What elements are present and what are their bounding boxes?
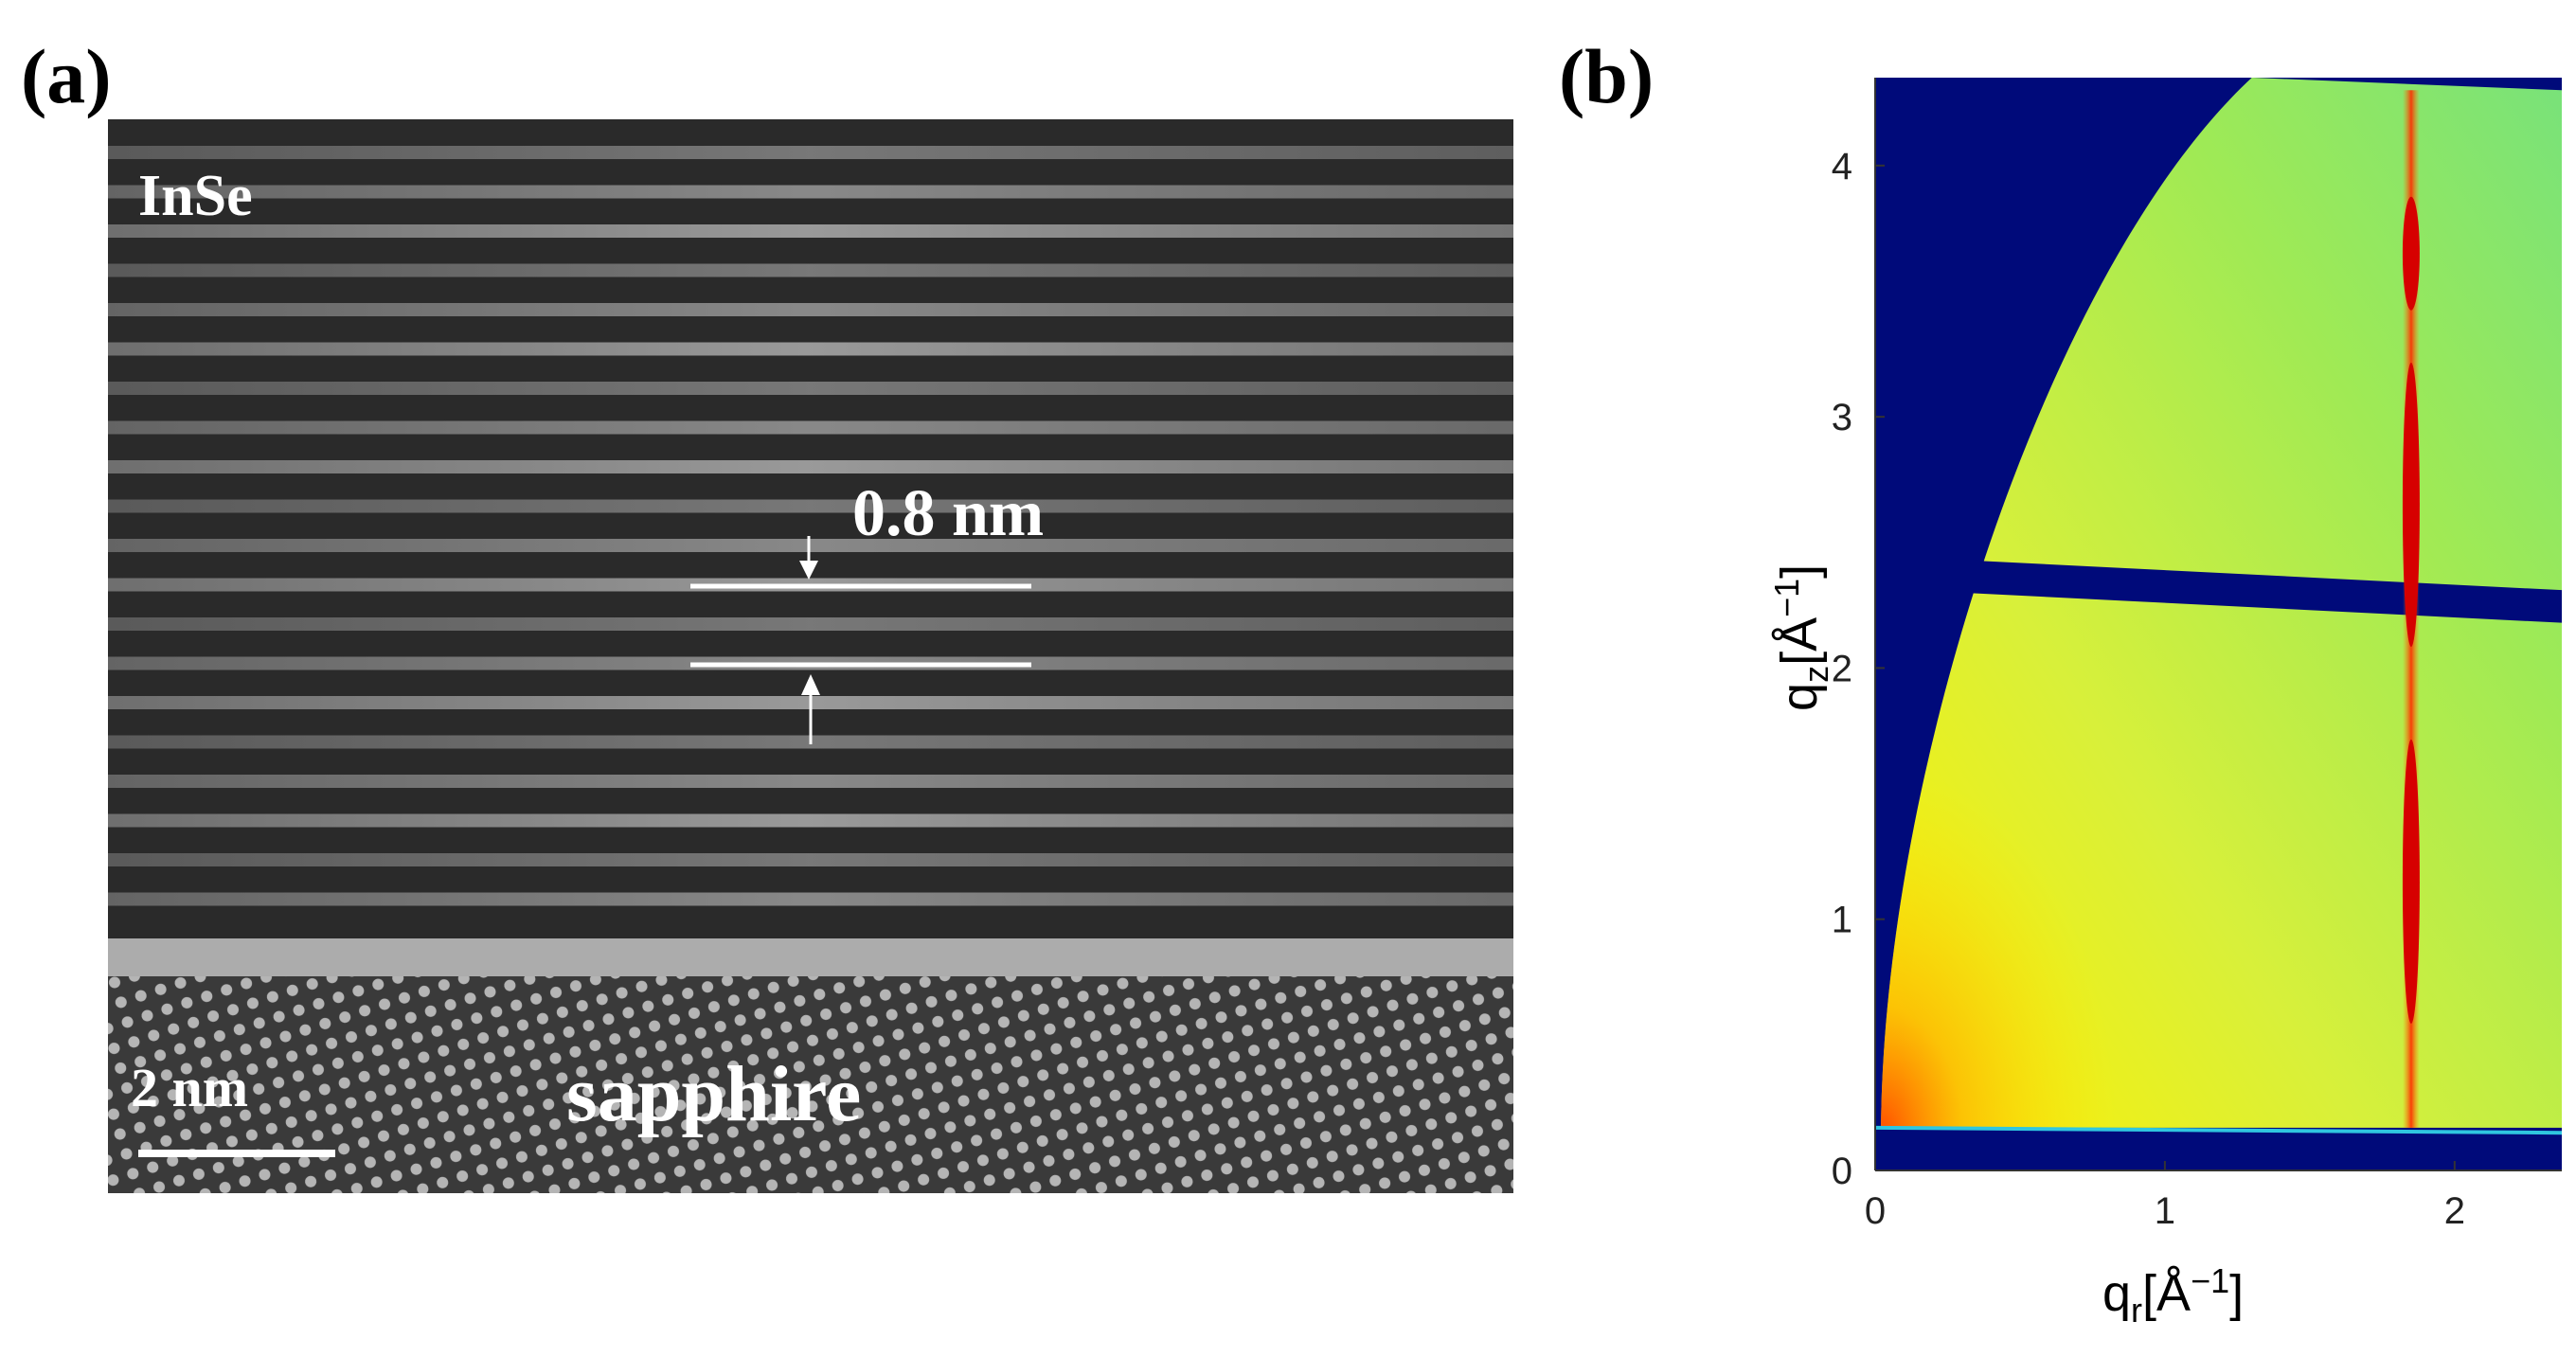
lattice-fringe (108, 420, 1513, 435)
panel-a-label: (a) (21, 33, 112, 119)
lattice-fringe (108, 263, 1513, 277)
x-tick-label: 0 (1865, 1190, 1886, 1232)
y-tick-label: 4 (1832, 146, 1852, 187)
lattice-fringe (108, 813, 1513, 828)
lattice-fringe (108, 617, 1513, 631)
lattice-fringe (108, 146, 1513, 159)
tem-image (108, 119, 1513, 1193)
bragg-peak (2402, 739, 2420, 1024)
lattice-fringe (108, 460, 1513, 473)
arrow-down-icon (799, 561, 818, 580)
scale-bar-label: 2 nm (131, 1057, 249, 1118)
y-tick-label: 3 (1832, 397, 1852, 438)
lattice-fringe (108, 185, 1513, 199)
bragg-peak (2402, 196, 2420, 311)
lattice-fringe (108, 775, 1513, 788)
x-tick-label: 1 (2155, 1190, 2175, 1232)
horizon-band (1875, 1127, 2562, 1170)
tem-micrograph: InSe 0.8 nm 2 nm sapphire (108, 119, 1513, 1193)
lattice-fringe (108, 342, 1513, 356)
lattice-fringes (108, 146, 1513, 906)
lattice-fringe (108, 224, 1513, 238)
lattice-fringe (108, 892, 1513, 906)
lattice-fringe (108, 853, 1513, 866)
arrow-up-icon (801, 674, 820, 695)
x-axis-label: qr[Å−1] (2102, 1261, 2245, 1330)
bragg-peak (2402, 362, 2420, 647)
lattice-fringe (108, 303, 1513, 316)
lattice-fringe (108, 539, 1513, 552)
panel-b-label: (b) (1559, 33, 1655, 119)
scale-bar (138, 1150, 335, 1157)
substrate-label: sapphire (566, 1050, 862, 1138)
lattice-fringe (108, 499, 1513, 513)
lattice-fringe (108, 382, 1513, 395)
y-tick-label: 2 (1832, 648, 1852, 689)
y-tick-label: 0 (1832, 1151, 1852, 1192)
y-tick-label: 1 (1832, 900, 1852, 941)
detector-gap (1875, 560, 2562, 623)
material-label: InSe (138, 164, 253, 228)
spacing-label: 0.8 nm (852, 477, 1045, 550)
y-axis-label: qz[Å−1] (1767, 563, 1835, 711)
x-tick-label: 2 (2444, 1190, 2465, 1232)
